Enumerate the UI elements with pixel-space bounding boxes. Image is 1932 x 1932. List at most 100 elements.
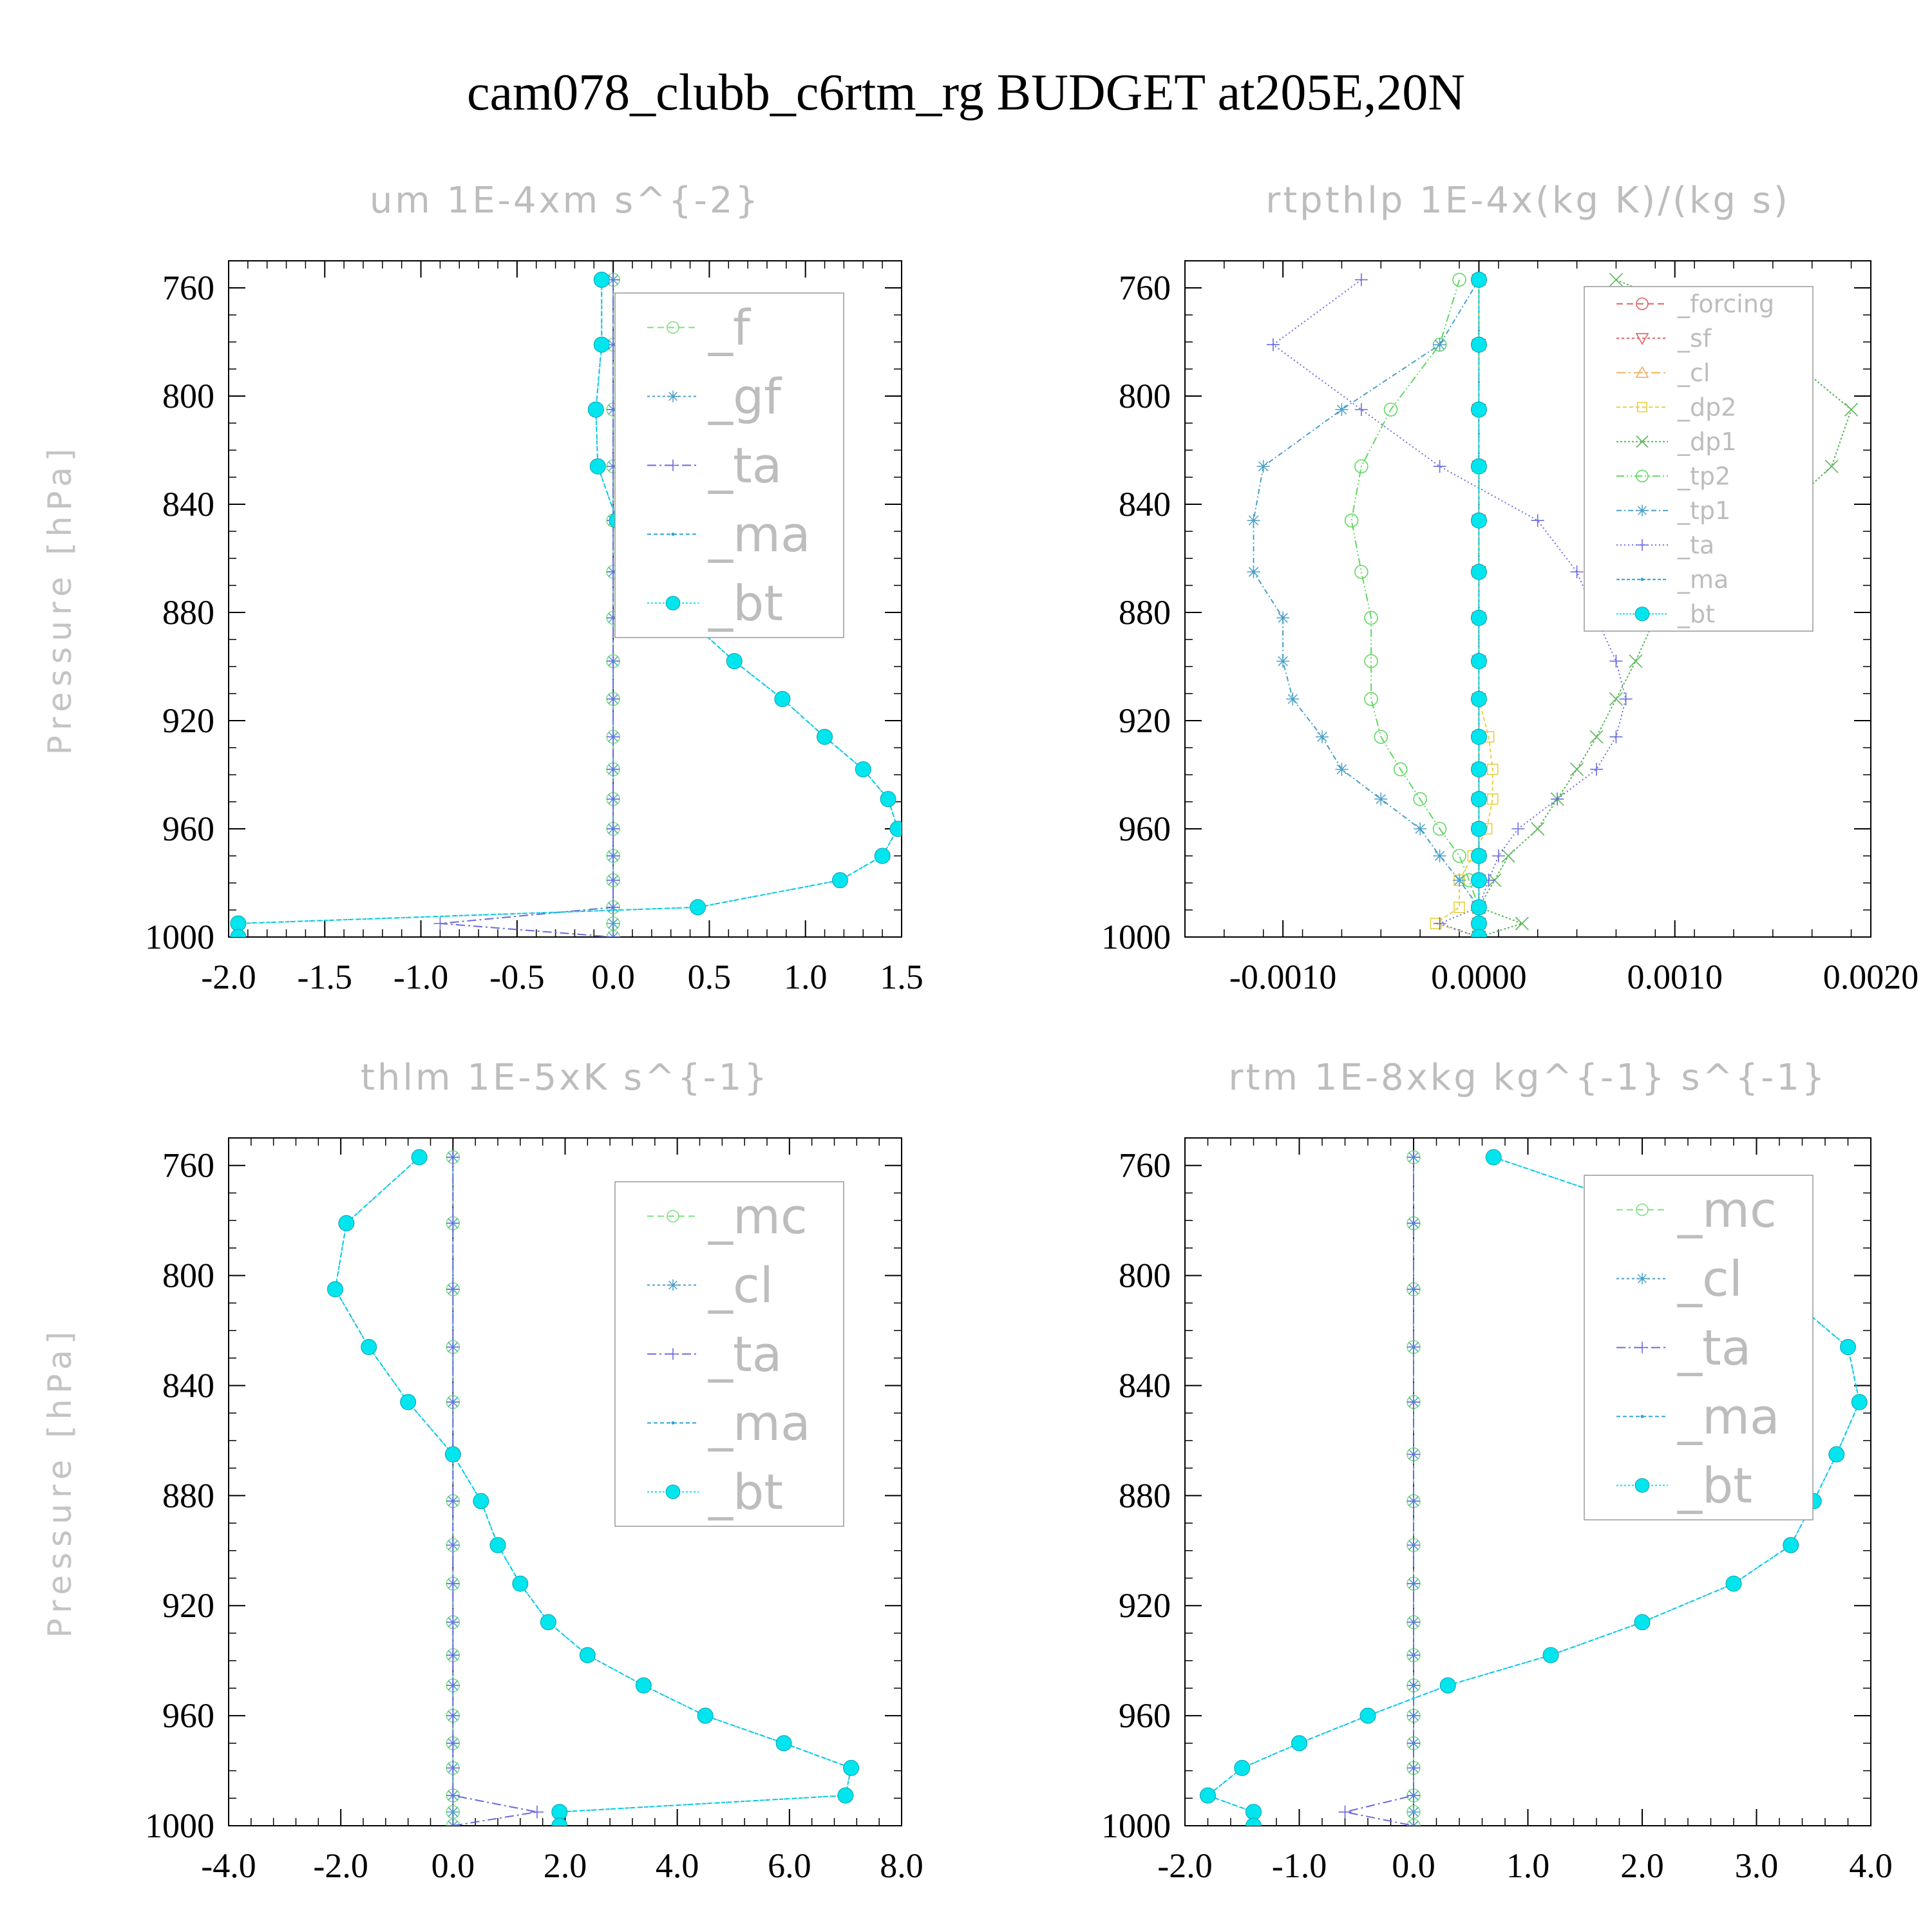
data-point-bt [635, 1677, 652, 1694]
y-tick-label: 880 [162, 1476, 214, 1515]
data-point-bt [1470, 690, 1487, 707]
data-point-dp1 [1824, 459, 1839, 473]
data-point-bt [587, 401, 604, 418]
data-point-bt [774, 690, 791, 707]
x-tick-label: -1.5 [298, 958, 352, 996]
data-point-ta [1407, 1539, 1420, 1552]
data-point-ta [1570, 565, 1584, 578]
data-point-ta [607, 762, 620, 776]
data-point-tp1 [1414, 822, 1427, 835]
data-point-bt [1634, 1614, 1651, 1631]
data-point-dp1 [1609, 272, 1623, 287]
data-point-tp1 [1453, 873, 1466, 887]
x-tick-label: 4.0 [656, 1846, 699, 1885]
data-point-cl [1407, 1805, 1420, 1819]
data-point-dp1 [1589, 730, 1604, 744]
y-tick-label: 800 [1119, 1256, 1171, 1295]
data-point-tp2 [1393, 762, 1408, 777]
x-tick-label: -1.0 [1272, 1846, 1327, 1885]
x-tick-label: -2.0 [201, 958, 256, 996]
legend-marker [1640, 578, 1644, 582]
data-point-bt [1485, 1149, 1502, 1166]
data-point-ta [1407, 1396, 1420, 1409]
y-tick-label: 760 [1119, 269, 1171, 307]
data-point-tp1 [1247, 514, 1260, 527]
data-point-bt [230, 929, 247, 937]
data-point-ta [1531, 514, 1544, 527]
data-point-tp2 [1452, 849, 1466, 863]
data-point-bt [1542, 1647, 1559, 1663]
data-point-bt [411, 1149, 428, 1166]
data-point-ta [607, 822, 620, 835]
panel-um: um 1E-4xm s^{-2} Pressure [hPa] -2.0 -1.5 -1… [41, 180, 923, 996]
data-point-dp1 [1501, 849, 1515, 863]
data-point-ta [1407, 1150, 1420, 1164]
panel-title: rtpthlp 1E-4x(kg K)/(kg s) [1265, 180, 1790, 222]
data-point-ta [1407, 1649, 1420, 1662]
y-tick-label: 840 [1119, 485, 1171, 524]
figure-title: cam078_clubb_c6rtm_rg BUDGET at205E,20N [467, 64, 1465, 121]
data-point-bt [593, 271, 610, 288]
legend-label: _ma [1677, 565, 1728, 594]
data-point-ta [607, 792, 620, 806]
legend-label: _bt [708, 574, 783, 632]
y-tick-label: 960 [162, 1696, 214, 1735]
y-tick-label: 800 [1119, 377, 1171, 415]
y-tick-label: 840 [1119, 1366, 1171, 1405]
data-point-ta [446, 1761, 460, 1775]
legend-label: _cl [1677, 1250, 1743, 1307]
data-point-bt [1725, 1575, 1742, 1592]
x-tick-label: -4.0 [201, 1846, 256, 1885]
data-point-bt [1439, 1677, 1456, 1694]
data-point-dp1 [1531, 822, 1545, 836]
data-point-bt [1291, 1735, 1307, 1752]
data-point-dp2 [1486, 763, 1499, 775]
y-tick-label: 840 [162, 1366, 214, 1405]
panel-title: thlm 1E-5xK s^{-1} [361, 1057, 770, 1099]
y-tick-label: 1000 [145, 918, 214, 956]
legend-marker [1640, 1415, 1644, 1418]
data-point-bt [551, 1817, 568, 1826]
data-point-tp2 [1364, 692, 1378, 706]
data-point-ta [607, 692, 620, 706]
legend-marker [1636, 1341, 1648, 1354]
legend-label: _ta [708, 437, 782, 494]
data-point-ta [446, 1217, 460, 1230]
legend-label: _bt [1677, 600, 1715, 629]
data-point-bt [1470, 609, 1487, 626]
data-point-bt [1245, 1817, 1262, 1826]
legend-marker [671, 533, 675, 536]
y-axis-title: Pressure [hPa] [41, 1326, 79, 1638]
legend-marker [667, 1348, 679, 1360]
x-tick-label: 1.0 [784, 958, 828, 996]
data-point-ta [446, 1396, 460, 1409]
data-point-ta [607, 849, 620, 862]
x-tick-label: 6.0 [768, 1846, 811, 1885]
data-point-ta [1407, 1789, 1420, 1803]
y-tick-label: 800 [162, 1256, 214, 1295]
data-point-tp1 [1433, 849, 1446, 862]
x-tick-label: 0.0010 [1627, 958, 1723, 996]
y-tick-label: 960 [1119, 810, 1171, 848]
y-tick-label: 880 [1119, 593, 1171, 632]
data-point-bt [230, 915, 247, 932]
data-point-ta [607, 900, 620, 914]
data-point-bt [880, 791, 896, 808]
data-point-ta [446, 1709, 460, 1723]
data-point-tp1 [1286, 692, 1300, 706]
x-tick-label: 0.5 [688, 958, 732, 996]
data-point-bt [855, 761, 871, 778]
data-point-bt [589, 458, 606, 475]
data-point-dp1 [1570, 762, 1584, 777]
data-point-tp2 [1413, 792, 1427, 806]
data-point-ta [1511, 822, 1525, 835]
data-point-bt [1470, 336, 1487, 353]
legend-marker [667, 390, 679, 402]
series-line-ta [1272, 279, 1627, 937]
data-point-ta [1433, 917, 1446, 930]
y-tick-label: 840 [162, 485, 214, 524]
legend-marker [1636, 539, 1648, 551]
data-point-ta [1407, 1761, 1420, 1775]
data-point-bt [874, 848, 891, 864]
data-point-tp2 [1432, 822, 1447, 836]
